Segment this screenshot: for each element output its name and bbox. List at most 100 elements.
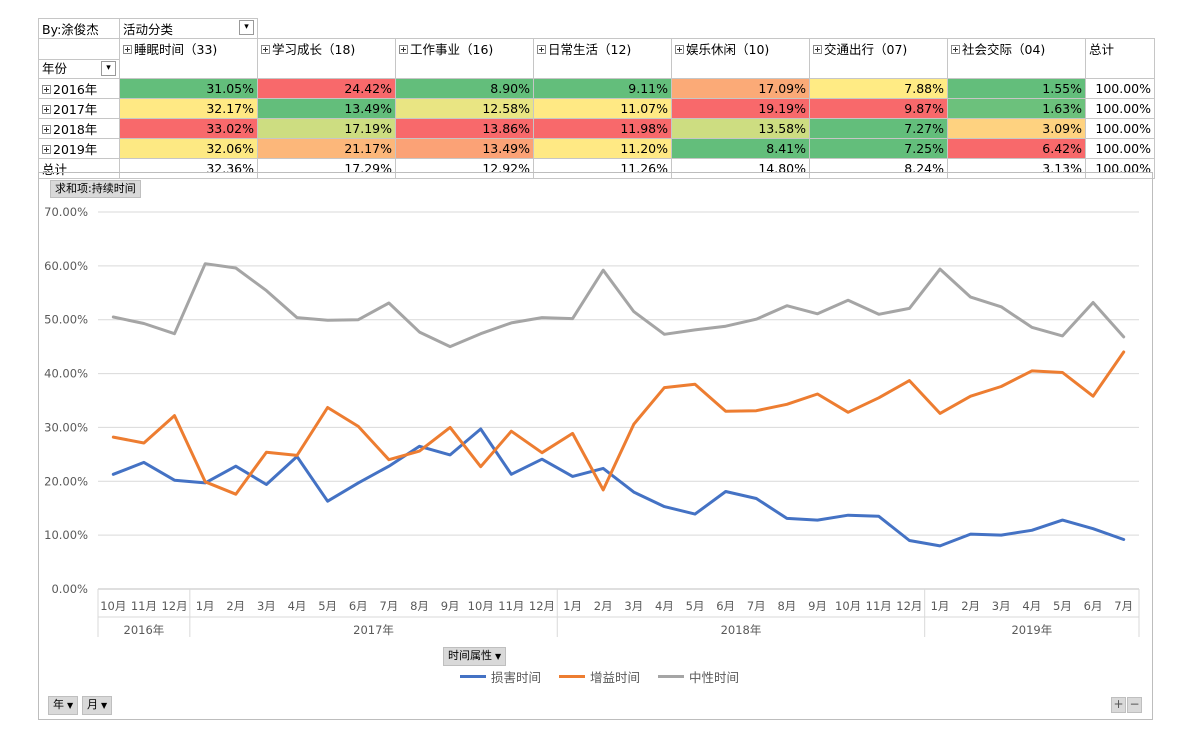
row-header[interactable]: 2018年: [38, 118, 120, 139]
table-cell: 32.06%: [119, 138, 258, 159]
x-tick-label: 10月: [835, 599, 861, 613]
table-row: 2017年 32.17% 13.49% 12.58% 11.07% 19.19% 9.87%…: [38, 98, 1155, 119]
row-header-label: 2019年: [53, 142, 98, 157]
row-filter-icon[interactable]: ▾: [101, 61, 116, 76]
column-field-label: 活动分类: [123, 22, 174, 37]
axis-field-label: 时间属性: [448, 649, 492, 662]
value-field-label: 求和项:持续时间: [55, 182, 136, 195]
row-field-header[interactable]: 年份 ▾: [39, 59, 119, 78]
year-field-button[interactable]: 年 ▼: [48, 696, 79, 715]
pivot-chart: [38, 172, 1153, 720]
y-tick-label: 70.00%: [44, 205, 88, 219]
row-field-label: 年份: [42, 61, 68, 76]
expand-icon[interactable]: [42, 85, 51, 94]
month-field-button[interactable]: 月 ▼: [82, 696, 113, 715]
column-header-label: 交通出行（07): [824, 42, 908, 57]
x-tick-label: 4月: [288, 599, 307, 613]
x-tick-label: 11月: [498, 599, 524, 613]
table-cell: 33.02%: [119, 118, 258, 139]
year-field-label: 年: [53, 698, 64, 711]
x-tick-label: 3月: [257, 599, 276, 613]
column-filter-icon[interactable]: ▾: [239, 20, 254, 35]
expand-icon[interactable]: [951, 45, 960, 54]
expand-icon[interactable]: [399, 45, 408, 54]
legend-swatch: [460, 675, 486, 678]
table-cell: 12.58%: [395, 98, 534, 119]
x-tick-label: 11月: [866, 599, 892, 613]
column-header[interactable]: 日常生活（12): [533, 38, 672, 79]
x-tick-label: 4月: [655, 599, 674, 613]
expand-icon[interactable]: [261, 45, 270, 54]
row-header-label: 2017年: [53, 102, 98, 117]
y-tick-label: 0.00%: [51, 582, 88, 596]
collapse-field-button[interactable]: −: [1127, 697, 1142, 713]
x-tick-label: 5月: [686, 599, 705, 613]
column-header[interactable]: 交通出行（07): [809, 38, 948, 79]
x-tick-label: 5月: [1053, 599, 1072, 613]
x-tick-label: 1月: [563, 599, 582, 613]
x-tick-label: 7月: [1114, 599, 1133, 613]
x-tick-label: 9月: [441, 599, 460, 613]
row-header[interactable]: 2016年: [38, 78, 120, 99]
x-tick-label: 1月: [196, 599, 215, 613]
legend-item: 增益时间: [559, 667, 640, 686]
table-cell: 7.88%: [809, 78, 948, 99]
expand-icon[interactable]: [537, 45, 546, 54]
x-tick-label: 8月: [410, 599, 429, 613]
chart-legend: 损害时间 增益时间 中性时间: [460, 667, 739, 686]
table-cell: 11.98%: [533, 118, 672, 139]
row-header[interactable]: 2019年: [38, 138, 120, 159]
month-field-label: 月: [87, 698, 98, 711]
x-tick-label: 1月: [931, 599, 950, 613]
column-header[interactable]: 社会交际（04): [947, 38, 1086, 79]
dropdown-arrow-icon: ▼: [495, 652, 502, 661]
y-tick-label: 40.00%: [44, 367, 88, 381]
row-total-cell: 100.00%: [1085, 138, 1155, 159]
column-header-label: 睡眠时间（33): [134, 42, 218, 57]
legend-label: 增益时间: [590, 670, 641, 685]
table-cell: 1.55%: [947, 78, 1086, 99]
axis-field-button[interactable]: 时间属性 ▼: [443, 647, 507, 666]
year-label: 2016年: [124, 623, 165, 637]
row-header[interactable]: 2017年: [38, 98, 120, 119]
x-tick-label: 6月: [716, 599, 735, 613]
expand-icon[interactable]: [42, 105, 51, 114]
legend-swatch: [658, 675, 685, 678]
table-cell: 13.49%: [257, 98, 396, 119]
legend-swatch: [559, 675, 586, 678]
x-tick-label: 6月: [349, 599, 368, 613]
pivot-table: By:涂俊杰 活动分类 ▾ 年份 ▾ 睡眠时间（33) 学习成长（18) 工作事业（…: [38, 18, 1155, 179]
year-label: 2019年: [1011, 623, 1052, 637]
x-tick-label: 12月: [529, 599, 555, 613]
column-header-label: 日常生活（12): [548, 42, 632, 57]
x-tick-label: 12月: [896, 599, 922, 613]
table-cell: 13.86%: [395, 118, 534, 139]
x-tick-label: 4月: [1022, 599, 1041, 613]
legend-item: 损害时间: [460, 667, 541, 686]
expand-icon[interactable]: [813, 45, 822, 54]
y-tick-label: 60.00%: [44, 259, 88, 273]
x-tick-label: 7月: [747, 599, 766, 613]
table-row: 2018年 33.02% 17.19% 13.86% 11.98% 13.58% 7.27%…: [38, 118, 1155, 139]
series-line: [111, 350, 1126, 496]
expand-icon[interactable]: [123, 45, 132, 54]
expand-icon[interactable]: [42, 125, 51, 134]
value-field-button[interactable]: 求和项:持续时间: [50, 180, 141, 198]
column-header[interactable]: 娱乐休闲（10): [671, 38, 810, 79]
row-total-cell: 100.00%: [1085, 118, 1155, 139]
x-tick-label: 2月: [226, 599, 245, 613]
table-cell: 17.19%: [257, 118, 396, 139]
expand-icon[interactable]: [42, 145, 51, 154]
column-header[interactable]: 睡眠时间（33): [119, 38, 258, 79]
column-header-label: 工作事业（16): [410, 42, 494, 57]
expand-field-button[interactable]: +: [1111, 697, 1126, 713]
y-tick-label: 10.00%: [44, 528, 88, 542]
table-cell: 9.11%: [533, 78, 672, 99]
table-cell: 19.19%: [671, 98, 810, 119]
x-tick-label: 10月: [468, 599, 494, 613]
column-header-label: 娱乐休闲（10): [686, 42, 770, 57]
expand-icon[interactable]: [675, 45, 684, 54]
table-cell: 13.49%: [395, 138, 534, 159]
column-header[interactable]: 工作事业（16): [395, 38, 534, 79]
